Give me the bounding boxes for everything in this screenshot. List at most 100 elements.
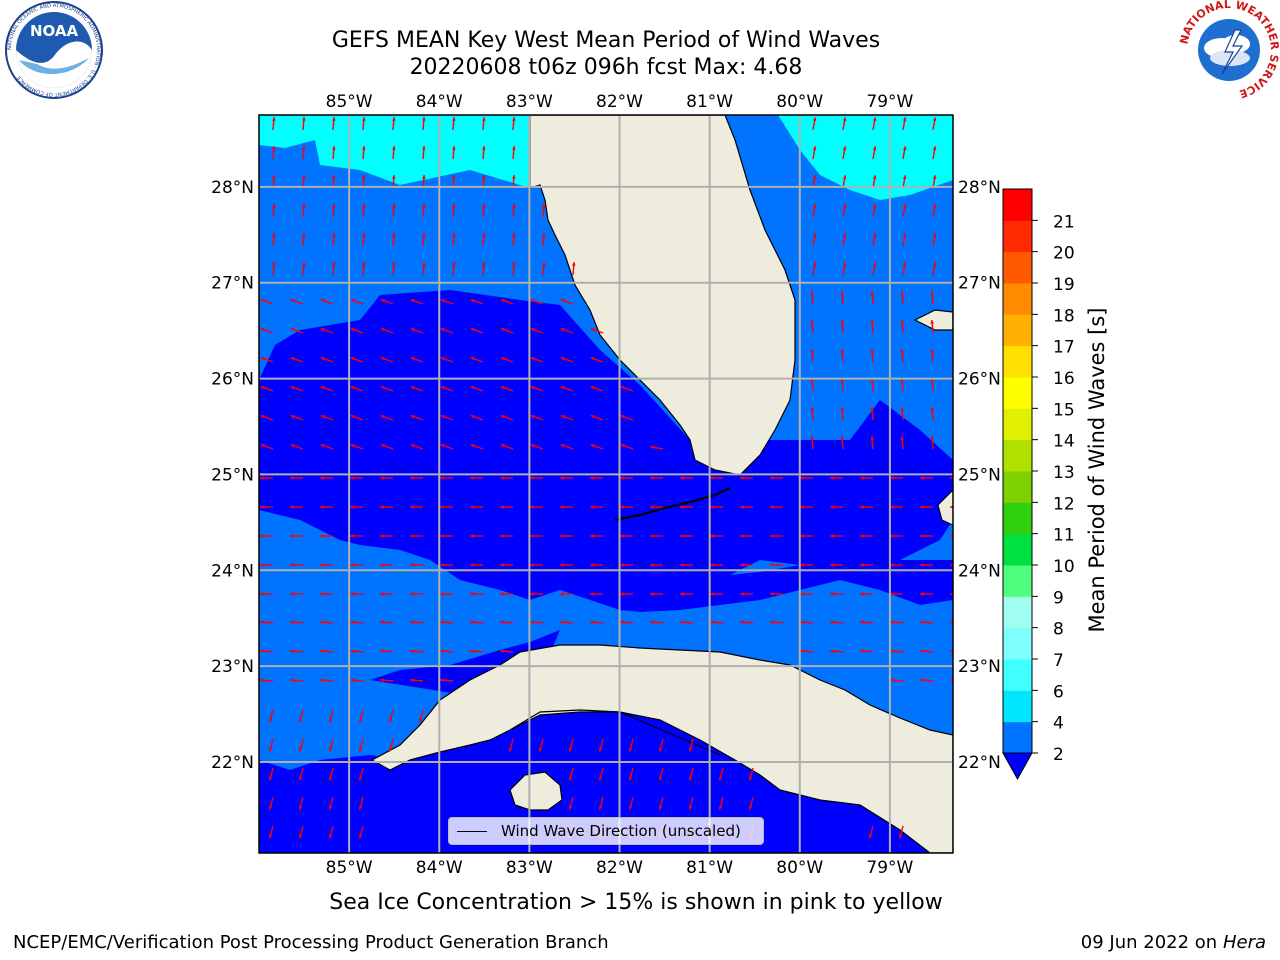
wind-arrow-head bbox=[452, 175, 456, 179]
wind-arrow-head bbox=[350, 386, 355, 390]
wind-arrow-head bbox=[272, 204, 276, 208]
wind-arrow-head bbox=[380, 534, 384, 538]
wind-arrow-head bbox=[568, 776, 573, 781]
wind-arrow-head bbox=[960, 320, 964, 324]
wind-arrow-head bbox=[812, 175, 817, 180]
colorbar-bin bbox=[1003, 596, 1032, 629]
colorbar-bin bbox=[1003, 439, 1032, 472]
wind-arrow-head bbox=[358, 718, 363, 723]
wind-arrow bbox=[962, 407, 963, 420]
colorbar-bin bbox=[1003, 565, 1032, 597]
wind-arrow-head bbox=[870, 436, 874, 440]
wind-arrow-head bbox=[710, 620, 714, 624]
wind-arrow-head bbox=[530, 534, 534, 538]
wind-arrow-head bbox=[620, 505, 624, 509]
wind-arrow-head bbox=[688, 776, 693, 781]
colorbar: 2 4 6 7 8 9 10 11 12 13 14 15 16 17 18 19 20 21 bbox=[1002, 188, 1075, 781]
wind-arrow-head bbox=[362, 262, 366, 266]
wind-arrow-head bbox=[512, 117, 516, 121]
wind-arrow-head bbox=[530, 386, 535, 390]
wind-arrow-head bbox=[872, 175, 877, 180]
wind-arrow-head bbox=[902, 233, 907, 238]
wind-arrow-head bbox=[268, 834, 273, 839]
colorbar-tick-label: 11 bbox=[1053, 526, 1075, 546]
wind-arrow-head bbox=[628, 776, 633, 781]
colorbar-bin bbox=[1003, 251, 1032, 284]
wind-arrow-head bbox=[929, 864, 933, 868]
wind-arrow-head bbox=[560, 476, 564, 480]
wind-arrow-head bbox=[890, 505, 894, 509]
wind-arrow-head bbox=[810, 349, 814, 353]
lat-label-right: 22°N bbox=[958, 753, 1001, 773]
wind-arrow bbox=[270, 855, 273, 868]
wind-arrow-head bbox=[740, 534, 744, 538]
wind-arrow-head bbox=[542, 233, 546, 237]
lon-label-bottom: 83°W bbox=[506, 858, 553, 878]
wind-arrow-head bbox=[598, 747, 603, 752]
lon-label-bottom: 84°W bbox=[416, 858, 463, 878]
wind-arrow-head bbox=[470, 444, 475, 448]
wind-arrow-head bbox=[842, 175, 847, 180]
wind-arrow-head bbox=[260, 563, 264, 567]
colorbar-bin bbox=[1003, 283, 1032, 315]
wind-arrow bbox=[960, 710, 963, 723]
wind-arrow bbox=[390, 855, 393, 868]
wind-arrow-head bbox=[362, 175, 366, 179]
wind-arrow-head bbox=[890, 678, 894, 682]
wind-arrow-head bbox=[500, 649, 504, 653]
wind-arrow-head bbox=[590, 386, 595, 390]
wind-arrow-head bbox=[590, 563, 594, 567]
wind-arrow-head bbox=[590, 620, 594, 624]
wind-arrow-head bbox=[900, 407, 904, 411]
wind-arrow-head bbox=[830, 620, 834, 624]
wind-arrow-head bbox=[440, 415, 445, 419]
lat-label-right: 25°N bbox=[958, 465, 1001, 485]
wind-arrow-head bbox=[560, 299, 565, 303]
wind-arrow-head bbox=[422, 233, 426, 237]
wind-arrow-head bbox=[902, 175, 907, 180]
wind-arrow-head bbox=[830, 534, 834, 538]
wind-arrow-head bbox=[870, 291, 874, 295]
wind-arrow-head bbox=[930, 349, 934, 353]
credit-date-text: 09 Jun 2022 on bbox=[1080, 932, 1218, 953]
lon-label-bottom: 85°W bbox=[326, 858, 373, 878]
colorbar-bin bbox=[1003, 220, 1032, 253]
wind-arrow-head bbox=[470, 563, 474, 567]
wind-arrow-head bbox=[860, 592, 864, 596]
wind-arrow-head bbox=[350, 444, 355, 448]
wind-arrow-head bbox=[452, 204, 456, 208]
wind-arrow-head bbox=[572, 262, 576, 266]
wind-arrow-head bbox=[260, 444, 265, 448]
wind-arrow-head bbox=[538, 747, 543, 752]
wind-arrow-head bbox=[272, 117, 276, 121]
wind-arrow-head bbox=[470, 415, 475, 419]
wind-arrow-head bbox=[440, 505, 444, 509]
wind-arrow-head bbox=[902, 204, 907, 209]
colorbar-bin bbox=[1003, 502, 1032, 535]
wind-arrow bbox=[963, 204, 965, 217]
wind-arrow-head bbox=[930, 291, 934, 295]
wind-arrow-head bbox=[350, 534, 354, 538]
wind-arrow-head bbox=[328, 718, 333, 723]
wind-arrow-head bbox=[500, 534, 504, 538]
wind-arrow-head bbox=[680, 563, 684, 567]
wind-arrow-head bbox=[410, 357, 415, 361]
wind-arrow-head bbox=[380, 678, 384, 682]
wind-arrow-head bbox=[358, 805, 363, 810]
wind-arrow-head bbox=[440, 534, 444, 538]
wind-arrow-head bbox=[530, 592, 534, 596]
wind-arrow-head bbox=[718, 776, 723, 781]
wind-arrow-head bbox=[710, 592, 714, 596]
lat-label-left: 24°N bbox=[211, 561, 254, 581]
wind-arrow-head bbox=[870, 320, 874, 324]
wind-arrow-head bbox=[872, 262, 877, 267]
wind-arrow-head bbox=[620, 476, 624, 480]
wind-arrow-head bbox=[542, 204, 546, 208]
wind-arrow-head bbox=[422, 146, 426, 150]
wind-arrow-head bbox=[268, 776, 273, 781]
wind-arrow-head bbox=[440, 386, 445, 390]
wind-arrow-head bbox=[290, 386, 295, 390]
wind-arrow-head bbox=[410, 386, 415, 390]
wind-arrow-head bbox=[870, 407, 874, 411]
colorbar-bin bbox=[1003, 408, 1032, 441]
